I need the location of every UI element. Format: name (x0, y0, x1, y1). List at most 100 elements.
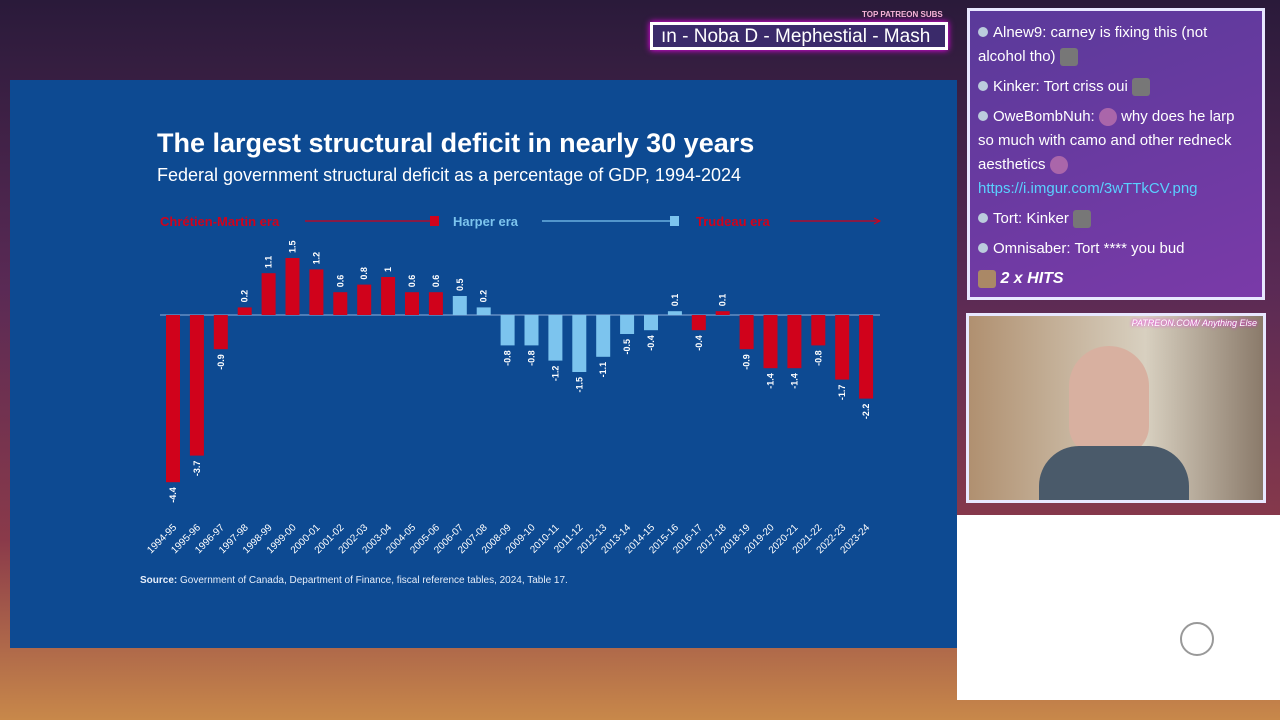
data-label: -0.8 (813, 350, 823, 366)
bar-2019-20 (763, 315, 778, 369)
badge-icon (978, 27, 988, 37)
bar-2014-15 (644, 315, 658, 331)
bar-1996-97 (213, 315, 228, 350)
data-label: -1.4 (766, 373, 776, 389)
chat-user: OweBombNuh (993, 108, 1091, 125)
bar-2012-13 (596, 315, 611, 357)
bar-2018-19 (739, 315, 754, 350)
chat-user: Omnisaber (993, 240, 1067, 257)
data-label: 0.8 (359, 267, 369, 280)
bar-2007-08 (476, 307, 491, 315)
chat-text: Tort criss oui (1043, 78, 1128, 95)
bar-2021-22 (811, 315, 826, 346)
bar-2003-04 (381, 277, 396, 315)
data-label: 0.6 (431, 275, 441, 288)
chart-source: Source: Government of Canada, Department… (140, 575, 568, 586)
data-label: 0.6 (407, 275, 417, 288)
bar-2004-05 (405, 292, 419, 315)
data-label: 1 (383, 267, 393, 272)
chat-message: Alnew9: carney is fixing this (not alcoh… (978, 24, 1208, 67)
data-label: -3.7 (192, 461, 202, 477)
source-text: Government of Canada, Department of Fina… (177, 575, 568, 586)
emote-icon (1131, 78, 1150, 97)
bar-2016-17 (691, 315, 706, 331)
chat-link[interactable]: https://i.imgur.com/3wTTkCV.png (978, 180, 1198, 197)
bar-1998-99 (261, 273, 276, 315)
data-label: 0.1 (718, 294, 728, 307)
bar-1994-95 (166, 315, 180, 483)
badge-icon (978, 213, 988, 223)
patreon-label: TOP PATREON SUBS (862, 10, 943, 19)
cursor-circle-icon (1180, 622, 1214, 656)
webcam-feed: PATREON.COM/ Anything Else (966, 313, 1266, 503)
bar-2002-03 (357, 284, 372, 315)
bar-2022-23 (835, 315, 850, 380)
data-label: 0.1 (670, 294, 680, 307)
bar-1997-98 (237, 307, 252, 315)
data-label: -4.4 (168, 487, 178, 503)
bar-1999-00 (285, 258, 300, 315)
data-label: -0.4 (694, 335, 704, 351)
bar-2009-10 (524, 315, 539, 346)
emote-icon (1073, 210, 1092, 229)
bar-2023-24 (859, 315, 874, 399)
bar-1995-96 (189, 315, 204, 456)
chat-text: Kinker (1026, 210, 1069, 227)
emote-icon (1098, 108, 1117, 127)
badge-icon (978, 111, 988, 121)
badge-icon (978, 81, 988, 91)
era-arrow-icon (873, 217, 882, 225)
data-label: -1.5 (574, 377, 584, 393)
hits-counter: 2 x HITS (978, 267, 1254, 291)
bar-2011-12 (572, 315, 587, 372)
streamer-figure (1069, 346, 1149, 456)
data-label: -1.2 (550, 366, 560, 382)
bar-2005-06 (428, 292, 443, 315)
data-label: 0.5 (455, 278, 465, 291)
era-end-marker (430, 216, 439, 226)
hits-text: 2 x HITS (1000, 270, 1064, 287)
chat-user: Kinker (993, 78, 1036, 95)
bar-2017-18 (715, 311, 730, 315)
data-label: 1.1 (264, 256, 274, 269)
bar-2001-02 (333, 292, 348, 315)
chat-message: OweBombNuh: why does he larp so much wit… (978, 108, 1235, 197)
data-label: -0.8 (527, 350, 537, 366)
bar-2020-21 (787, 315, 802, 369)
data-label: -0.4 (646, 335, 656, 351)
bar-2008-09 (500, 315, 515, 346)
data-label: 1.5 (288, 240, 298, 253)
bar-2000-01 (309, 269, 324, 315)
emote-icon (1049, 156, 1068, 175)
data-label: -1.7 (837, 385, 847, 401)
webcam-overlay-text: PATREON.COM/ Anything Else (1131, 318, 1257, 328)
patreon-ticker: ın - Noba D - Mephestial - Mash (650, 22, 948, 50)
era-end-marker (670, 216, 679, 226)
chart-title: The largest structural deficit in nearly… (157, 128, 755, 158)
chat-user: Tort (993, 210, 1019, 227)
era-label: Harper era (453, 214, 519, 229)
era-label: Trudeau era (696, 214, 770, 229)
overlay-blank-panel (957, 515, 1280, 700)
bar-2006-07 (452, 296, 467, 315)
data-label: -0.9 (216, 354, 226, 370)
chat-message: Tort: Kinker (978, 207, 1254, 231)
chat-message: Omnisaber: Tort **** you bud (978, 237, 1254, 261)
chat-text: why does he larp so much with camo and o… (978, 108, 1235, 173)
chat-message: Kinker: Tort criss oui (978, 75, 1254, 99)
data-label: -0.5 (622, 339, 632, 355)
bear-emote-icon (978, 269, 996, 288)
data-label: 1.2 (311, 252, 321, 265)
bar-chart: -4.41994-95-3.71995-96-0.91996-970.21997… (145, 214, 882, 556)
streamer-shirt (1039, 446, 1189, 500)
chat-text: Tort **** you bud (1074, 240, 1185, 257)
chat-user: Alnew9 (993, 24, 1043, 41)
data-label: 0.6 (335, 275, 345, 288)
data-label: -0.8 (503, 350, 513, 366)
data-label: 0.2 (240, 290, 250, 303)
bar-2013-14 (620, 315, 635, 334)
data-label: 0.2 (479, 290, 489, 303)
bar-2015-16 (667, 311, 682, 315)
data-label: -1.1 (598, 362, 608, 378)
data-label: -1.4 (789, 373, 799, 389)
